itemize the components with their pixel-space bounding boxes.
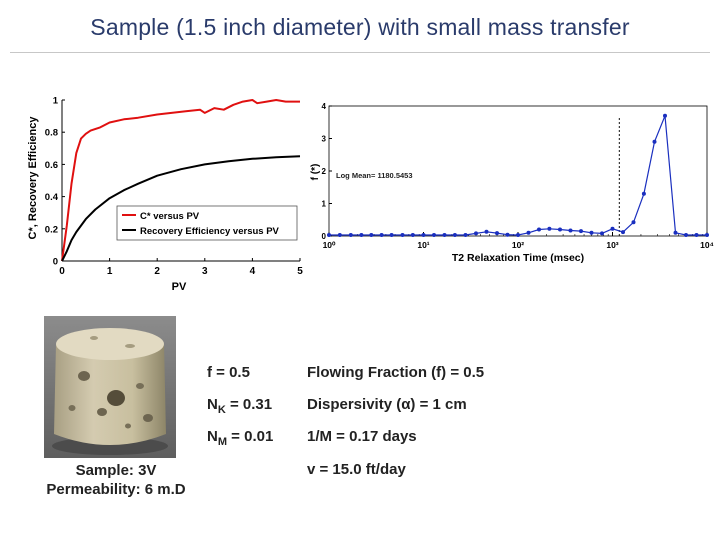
y-tick-label: 0.4 — [45, 192, 59, 203]
x-tick-label: 1 — [107, 266, 113, 277]
x-tick-label: 10⁴ — [700, 240, 714, 250]
data-point — [452, 233, 457, 237]
data-point — [652, 139, 657, 144]
data-point — [495, 231, 499, 236]
series-recovery-line — [61, 155, 301, 262]
y-tick-label: 4 — [322, 102, 327, 111]
param-nk: NK = 0.31 — [207, 396, 273, 416]
data-point — [432, 233, 436, 237]
data-point — [694, 233, 699, 237]
data-point — [369, 233, 374, 237]
log-mean-annotation: Log Mean= 1180.5453 — [336, 171, 413, 180]
legend-label-cstar: C* versus PV — [140, 211, 200, 222]
x-tick-label: 4 — [250, 266, 256, 277]
data-point — [558, 227, 562, 232]
y-tick-label: 0.6 — [45, 160, 58, 171]
t2-distribution-chart: 10⁰ 10¹ 10² 10³ 10⁴ 0 1 2 3 4 Log Mean= 1180.5453… — [310, 102, 714, 264]
data-point — [379, 233, 384, 237]
x-tick-label: 10¹ — [417, 240, 429, 250]
y-tick-label: 1 — [322, 200, 327, 209]
data-point — [589, 230, 594, 235]
result-mass-transfer-rate: 1/M = 0.17 days — [307, 428, 417, 445]
result-dispersivity: Dispersivity (α) = 1 cm — [307, 396, 467, 413]
y-axis-label: f (*) — [310, 164, 321, 181]
title-divider — [10, 52, 710, 53]
x-axis-label: T2 Relaxation Time (msec) — [452, 252, 584, 264]
data-point — [705, 233, 709, 237]
data-point — [410, 233, 415, 237]
x-tick-label: 10² — [512, 240, 524, 250]
data-point — [505, 232, 510, 237]
y-axis-label: C*, Recovery Efficiency — [27, 116, 39, 240]
data-point — [359, 233, 364, 237]
data-point — [610, 226, 615, 231]
param-f: f = 0.5 — [207, 364, 250, 381]
data-point — [516, 233, 520, 237]
data-point — [537, 227, 541, 232]
data-point — [442, 233, 447, 237]
recovery-chart: 0 1 2 3 4 5 0 0.2 0.4 0.6 0.8 1 PV C*, Recovery Eff… — [27, 96, 303, 294]
result-velocity: v = 15.0 ft/day — [307, 461, 406, 478]
data-point — [547, 226, 552, 231]
data-point — [621, 230, 625, 235]
sample-core-photo — [44, 316, 176, 458]
data-point — [389, 233, 394, 237]
sample-name: Sample: 3V — [75, 462, 157, 479]
x-tick-label: 10⁰ — [323, 240, 336, 250]
data-point — [463, 233, 468, 237]
page-title: Sample (1.5 inch diameter) with small ma… — [90, 14, 630, 40]
data-point — [684, 233, 688, 237]
series-cstar-line — [61, 99, 300, 262]
sample-permeability: Permeability: 6 m.D — [46, 481, 186, 498]
data-point — [421, 233, 426, 237]
data-point — [337, 233, 342, 237]
data-point — [400, 233, 405, 237]
legend-label-recovery: Recovery Efficiency versus PV — [140, 226, 280, 237]
data-point — [579, 229, 583, 234]
data-point — [663, 113, 667, 118]
data-point — [568, 228, 573, 233]
data-point — [474, 231, 478, 236]
x-axis-label: PV — [172, 281, 187, 293]
data-point — [641, 191, 646, 196]
sample-caption: Sample: 3V Permeability: 6 m.D — [20, 461, 212, 499]
data-point — [484, 229, 489, 234]
data-point — [348, 233, 353, 237]
x-tick-label: 0 — [59, 266, 65, 277]
y-tick-label: 0.8 — [45, 128, 58, 139]
y-tick-label: 0 — [322, 232, 327, 241]
y-tick-label: 1 — [53, 96, 59, 107]
data-point — [327, 233, 331, 237]
x-tick-label: 2 — [154, 266, 160, 277]
y-tick-label: 2 — [322, 167, 327, 176]
result-flowing-fraction: Flowing Fraction (f) = 0.5 — [307, 364, 485, 381]
data-point — [600, 231, 604, 236]
data-point — [526, 230, 531, 235]
y-tick-label: 3 — [322, 135, 327, 144]
legend: C* versus PV Recovery Efficiency versus … — [116, 205, 298, 241]
x-tick-label: 10³ — [606, 240, 618, 250]
x-tick-label: 5 — [297, 266, 303, 277]
param-nm: NM = 0.01 — [207, 428, 274, 448]
x-tick-label: 3 — [202, 266, 208, 277]
data-point — [673, 230, 678, 235]
data-point — [631, 220, 636, 225]
y-tick-label: 0.2 — [45, 224, 58, 235]
y-tick-label: 0 — [53, 257, 58, 268]
